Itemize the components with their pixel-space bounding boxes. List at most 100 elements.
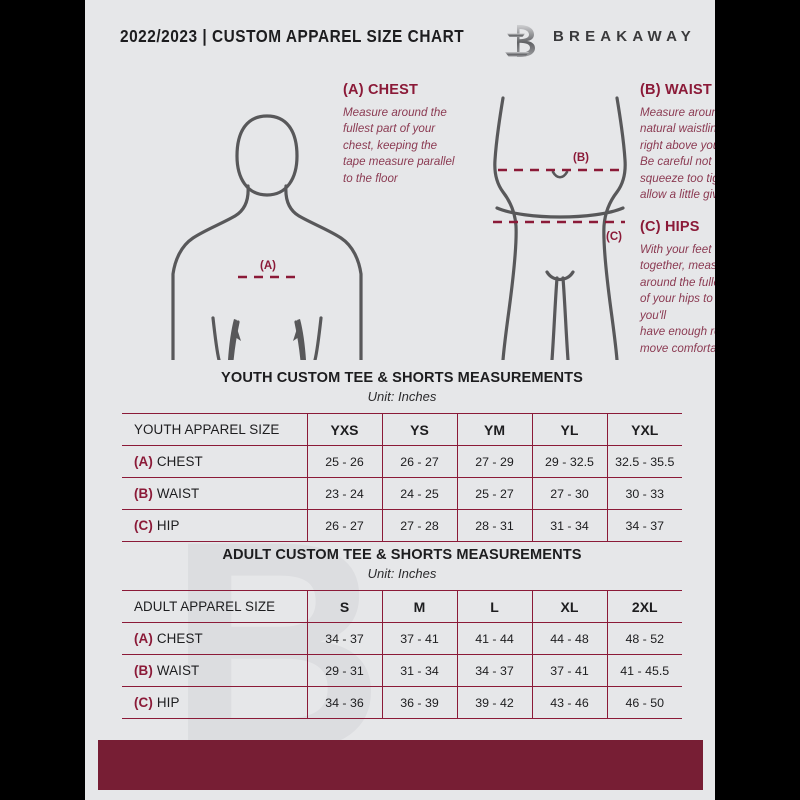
figure-head — [235, 114, 299, 197]
youth-table-title: YOUTH CUSTOM TEE & SHORTS MEASUREMENTS — [221, 370, 583, 386]
table-cell: 36 - 39 — [381, 686, 457, 719]
table-cell: 25 - 26 — [306, 445, 382, 478]
table-cell: 44 - 48 — [531, 622, 607, 655]
callout-waist-title: (B) WAIST — [640, 82, 712, 98]
table-cell: 27 - 29 — [456, 445, 532, 478]
measure-tag: (B) — [134, 486, 153, 501]
figure-left-inner-leg — [550, 276, 559, 360]
table-row: (B) WAIST 23 - 24 24 - 25 25 - 27 27 - 30 30 -… — [122, 477, 682, 510]
figure-left-inner-arm — [211, 316, 221, 360]
table-row: (A) CHEST 25 - 26 26 - 27 27 - 29 29 - 32.5 32… — [122, 445, 682, 478]
table-cell: 27 - 30 — [531, 477, 607, 510]
table-row: (C) HIP 26 - 27 27 - 28 28 - 31 31 - 34 34 - 3… — [122, 509, 682, 542]
table-cell: 34 - 37 — [456, 654, 532, 687]
table-cell: 37 - 41 — [531, 654, 607, 687]
table-cell: 32.5 - 35.5 — [606, 445, 682, 478]
table-cell: 34 - 37 — [606, 509, 682, 542]
figure-navel — [551, 170, 569, 179]
measure-tag: (A) — [134, 454, 153, 469]
table-cell: 31 - 34 — [381, 654, 457, 687]
table-cell: 41 - 45.5 — [606, 654, 682, 687]
figure-right-inner-leg — [561, 276, 570, 360]
table-cell: 24 - 25 — [381, 477, 457, 510]
table-cell: 46 - 50 — [606, 686, 682, 719]
footer-bar — [98, 740, 703, 790]
waist-measure-label: (B) — [573, 152, 589, 164]
measurement-figures: (A) (B) (C) — [171, 96, 627, 360]
adult-column-header-xl: XL — [531, 590, 607, 623]
youth-row-label-hip: (C) HIP — [122, 509, 307, 542]
adult-table-title: ADULT CUSTOM TEE & SHORTS MEASUREMENTS — [222, 547, 582, 563]
table-cell: 41 - 44 — [456, 622, 532, 655]
youth-size-table: YOUTH APPAREL SIZE YXS YS YM YL YXL (A) CHEST 25… — [122, 413, 682, 542]
table-cell: 34 - 36 — [306, 686, 382, 719]
table-cell: 27 - 28 — [381, 509, 457, 542]
callout-chest-body: Measure around the fullest part of your … — [343, 106, 455, 185]
adult-row-label-hip: (C) HIP — [122, 686, 307, 719]
adult-row-label-waist: (B) WAIST — [122, 654, 307, 687]
figure-left-torso-edge — [230, 320, 240, 360]
table-row: (C) HIP 34 - 36 36 - 39 39 - 42 43 - 46 46 - 5… — [122, 686, 682, 719]
figure-arm-wedges — [228, 319, 306, 360]
youth-column-header-yl: YL — [531, 413, 607, 446]
figure-right-torso-edge — [294, 320, 304, 360]
adult-column-header-m: M — [381, 590, 457, 623]
youth-column-header-ys: YS — [381, 413, 457, 446]
callout-hips-body: With your feet together, measure around … — [640, 243, 715, 355]
youth-column-header-ym: YM — [456, 413, 532, 446]
figure-crotch — [545, 270, 575, 282]
callout-chest: (A) CHEST Measure around the fullest par… — [343, 82, 483, 187]
chest-measure-label: (A) — [260, 260, 276, 272]
brand-wordmark: BREAKAWAY — [553, 28, 696, 45]
callout-hips-title: (C) HIPS — [640, 219, 700, 235]
figure-right-shoulder — [284, 184, 363, 360]
hip-measure-label: (C) — [606, 231, 622, 243]
adult-column-header-s: S — [306, 590, 382, 623]
callout-chest-title: (A) CHEST — [343, 82, 419, 98]
youth-table-unit: Unit: Inches — [367, 389, 437, 404]
measure-tag: (A) — [134, 631, 153, 646]
callout-waist: (B) WAIST Measure around your natural wa… — [640, 82, 715, 204]
measure-tag: (C) — [134, 695, 153, 710]
table-cell: 48 - 52 — [606, 622, 682, 655]
adult-column-header-2xl: 2XL — [606, 590, 682, 623]
adult-header-row: ADULT APPAREL SIZE S M L XL 2XL — [122, 590, 682, 623]
measure-tag: (C) — [134, 518, 153, 533]
table-cell: 29 - 32.5 — [531, 445, 607, 478]
figure-lower-right-outline — [602, 96, 627, 360]
figure-lower-left-outline — [493, 96, 518, 360]
figure-right-inner-arm — [313, 316, 323, 360]
adult-row-header-label: ADULT APPAREL SIZE — [122, 590, 307, 623]
measure-tag: (B) — [134, 663, 153, 678]
adult-table-block: ADULT CUSTOM TEE & SHORTS MEASUREMENTS U… — [122, 547, 682, 719]
adult-size-table: ADULT APPAREL SIZE S M L XL 2XL (A) CHEST 34 - 3… — [122, 590, 682, 719]
table-cell: 26 - 27 — [381, 445, 457, 478]
youth-row-label-chest: (A) CHEST — [122, 445, 307, 478]
youth-table-block: YOUTH CUSTOM TEE & SHORTS MEASUREMENTS U… — [122, 370, 682, 542]
callout-hips: (C) HIPS With your feet together, measur… — [640, 219, 715, 357]
youth-column-header-yxs: YXS — [306, 413, 382, 446]
youth-header-row: YOUTH APPAREL SIZE YXS YS YM YL YXL — [122, 413, 682, 446]
adult-table-body: ADULT APPAREL SIZE S M L XL 2XL (A) CHEST 34 - 3… — [122, 590, 682, 719]
breakaway-b-logo-icon — [505, 25, 535, 57]
table-cell: 30 - 33 — [606, 477, 682, 510]
figure-hip-curve — [495, 206, 625, 219]
table-cell: 23 - 24 — [306, 477, 382, 510]
youth-column-header-yxl: YXL — [606, 413, 682, 446]
table-cell: 43 - 46 — [531, 686, 607, 719]
table-cell: 39 - 42 — [456, 686, 532, 719]
table-cell: 34 - 37 — [306, 622, 382, 655]
adult-column-header-l: L — [456, 590, 532, 623]
table-cell: 37 - 41 — [381, 622, 457, 655]
table-cell: 25 - 27 — [456, 477, 532, 510]
table-cell: 29 - 31 — [306, 654, 382, 687]
youth-table-body: YOUTH APPAREL SIZE YXS YS YM YL YXL (A) CHEST 25… — [122, 413, 682, 542]
table-row: (A) CHEST 34 - 37 37 - 41 41 - 44 44 - 48 48 -… — [122, 622, 682, 655]
adult-row-label-chest: (A) CHEST — [122, 622, 307, 655]
youth-row-header-label: YOUTH APPAREL SIZE — [122, 413, 307, 446]
youth-row-label-waist: (B) WAIST — [122, 477, 307, 510]
size-chart-page: B 2022/2023 | CUSTOM APPAREL SIZE CHART … — [85, 0, 715, 800]
table-cell: 28 - 31 — [456, 509, 532, 542]
table-cell: 26 - 27 — [306, 509, 382, 542]
page-header: 2022/2023 | CUSTOM APPAREL SIZE CHART BR… — [85, 22, 715, 58]
